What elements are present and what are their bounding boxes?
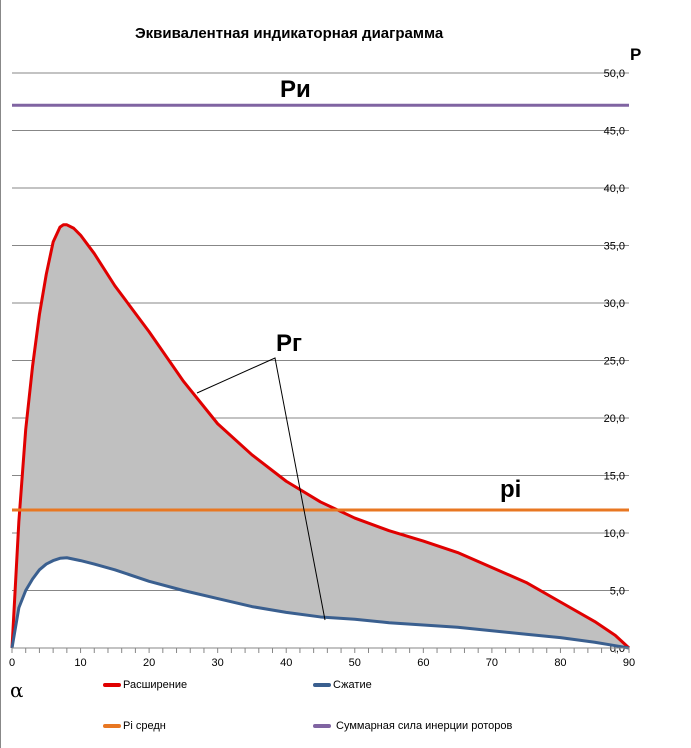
x-tick-label: 30 <box>212 657 224 669</box>
legend-item-compression: Сжатие <box>313 679 372 691</box>
y-tick-label: 30,0 <box>604 298 625 310</box>
series-compression-line <box>10 556 630 650</box>
x-axis-label: α <box>10 678 24 702</box>
y-tick-label: 15,0 <box>604 471 625 483</box>
y-tick-label: 50,0 <box>604 68 625 80</box>
y-tick-label: 45,0 <box>604 126 625 138</box>
x-tick-label: 60 <box>417 657 429 669</box>
y-tick-label: 20,0 <box>604 413 625 425</box>
x-tick-label: 10 <box>74 657 86 669</box>
legend-swatch <box>313 683 331 687</box>
annotation-p-i: pi <box>500 476 522 503</box>
legend-label: Pi средн <box>123 720 166 732</box>
legend-label: Расширение <box>123 679 188 691</box>
y-tick-label: 35,0 <box>604 241 625 253</box>
annotation-p-inertia: Pи <box>280 76 311 103</box>
legend-item-expansion: Расширение <box>103 679 187 691</box>
legend-label: Суммарная сила инерции роторов <box>336 720 513 732</box>
y-tick-label: 25,0 <box>604 356 625 368</box>
x-tick-label: 70 <box>486 657 498 669</box>
legend-item-pi: Pi средн <box>103 720 166 732</box>
x-tick-label: 20 <box>143 657 155 669</box>
legend-swatch <box>103 683 121 687</box>
x-tick-label: 80 <box>554 657 566 669</box>
y-axis-label: P <box>630 45 642 64</box>
chart-title: Эквивалентная индикаторная диаграмма <box>135 25 444 42</box>
legend-swatch <box>103 724 121 728</box>
x-tick-label: 50 <box>349 657 361 669</box>
y-tick-label: 10,0 <box>604 528 625 540</box>
y-tick-label: 5,0 <box>610 586 625 598</box>
annotation-leader-lines <box>196 357 326 621</box>
y-tick-label: 40,0 <box>604 183 625 195</box>
x-tick-label: 90 <box>623 657 635 669</box>
series-expansion-line <box>10 223 631 650</box>
legend-item-inertia: Суммарная сила инерции роторов <box>313 720 512 732</box>
legend-label: Сжатие <box>333 679 372 691</box>
legend-swatch <box>313 724 331 728</box>
area-fill <box>12 224 629 649</box>
x-tick-label: 0 <box>9 657 15 669</box>
x-tick-label: 40 <box>280 657 292 669</box>
annotation-p-gas: Pг <box>276 330 303 357</box>
